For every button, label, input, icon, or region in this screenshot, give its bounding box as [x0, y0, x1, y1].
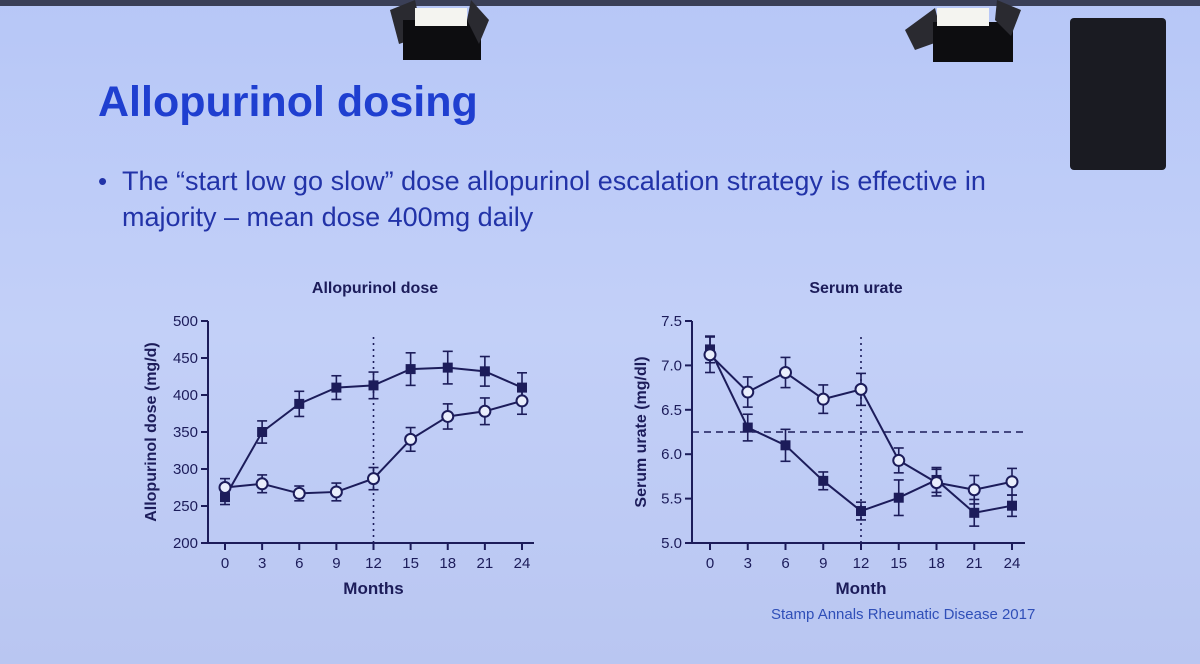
- chart-0-series-0-point: [479, 366, 490, 377]
- chart-1-series-1-point: [1005, 475, 1019, 489]
- chart-1-y-tick-label: 7.0: [661, 357, 682, 374]
- chart-1-series-0-point: [742, 422, 753, 433]
- stage-light-right-icon: [905, 0, 1021, 62]
- chart-0-series-1-point: [292, 486, 306, 500]
- stage-light-left-icon: [390, 0, 489, 60]
- chart-1-series-1-point: [892, 453, 906, 467]
- chart-1-x-tick-label: 9: [819, 555, 827, 572]
- chart-0-y-tick-label: 500: [173, 313, 198, 330]
- chart-1-series-0-point: [856, 506, 866, 517]
- chart-0-y-tick-label: 450: [173, 350, 198, 367]
- chart-0-series-1-point: [404, 432, 418, 446]
- chart-1-series-1-point: [930, 476, 943, 490]
- chart-1-x-tick-label: 24: [1004, 555, 1021, 572]
- chart-0-series-1-point: [329, 485, 343, 499]
- chart-1-series-1-point: [816, 392, 830, 406]
- chart-0-x-tick-label: 0: [221, 555, 229, 572]
- speaker-box: [1070, 18, 1166, 170]
- chart-0-x-tick-label: 12: [365, 555, 382, 572]
- chart-0-x-tick-label: 3: [258, 555, 266, 572]
- chart-1-y-tick-label: 7.5: [661, 313, 682, 330]
- top-edge: [0, 0, 1200, 6]
- chart-1-x-tick-label: 3: [744, 555, 752, 572]
- chart-0-series-1-point: [255, 477, 269, 491]
- chart-1-series-0-point: [818, 475, 829, 486]
- chart-0-series-1-point: [367, 472, 380, 486]
- bullet-point: • The “start low go slow” dose allopurin…: [98, 163, 1018, 235]
- chart-1-y-tick-label: 5.0: [661, 535, 682, 552]
- chart-0-series-0-point: [405, 364, 416, 375]
- chart-0-series-1-point: [441, 409, 455, 423]
- chart-0-x-axis-label: Months: [343, 579, 403, 598]
- chart-0-y-tick-label: 250: [173, 498, 198, 515]
- chart-1-x-tick-label: 0: [706, 555, 714, 572]
- chart-1-series-1-point: [703, 348, 717, 362]
- chart-0-y-axis-label: Allopurinol dose (mg/d): [143, 342, 160, 522]
- chart-0-y-tick-label: 300: [173, 461, 198, 478]
- chart-0-y-tick-label: 400: [173, 387, 198, 404]
- chart-1-y-tick-label: 5.5: [661, 491, 682, 508]
- chart-0-x-tick-label: 15: [402, 555, 419, 572]
- chart-1-title: Serum urate: [809, 280, 902, 297]
- bullet-text: The “start low go slow” dose allopurinol…: [122, 166, 986, 232]
- chart-1-y-axis-label: Serum urate (mg/dl): [633, 356, 650, 507]
- chart-0-y-tick-label: 200: [173, 535, 198, 552]
- bullet-icon: •: [98, 166, 108, 196]
- chart-0-x-tick-label: 9: [332, 555, 340, 572]
- citation: Stamp Annals Rheumatic Disease 2017: [771, 606, 1036, 623]
- chart-0-series-1-point: [515, 394, 529, 408]
- chart-1-series-0-point: [1007, 500, 1017, 511]
- chart-1-series-0-point: [969, 507, 980, 518]
- chart-0-x-tick-label: 21: [477, 555, 494, 572]
- chart-0-x-tick-label: 18: [439, 555, 456, 572]
- chart-1-x-tick-label: 12: [853, 555, 870, 572]
- chart-1-series-0-point: [780, 440, 791, 451]
- chart-1-y-tick-label: 6.0: [661, 446, 682, 463]
- chart-0-y-tick-label: 350: [173, 424, 198, 441]
- chart-0-series-0-point: [331, 382, 342, 393]
- chart-1-y-tick-label: 6.5: [661, 402, 682, 419]
- slide-title: Allopurinol dosing: [98, 78, 478, 126]
- chart-1-series-0-point: [893, 492, 904, 503]
- chart-0-title: Allopurinol dose: [312, 280, 438, 297]
- chart-1-series-1-point: [779, 366, 792, 380]
- chart-1-series-1-point: [967, 483, 981, 497]
- chart-0-series-1-point: [218, 481, 232, 494]
- chart-0-series-0-point: [368, 380, 379, 391]
- chart-1-series-1-point: [741, 385, 755, 399]
- chart-0-series-0-point: [294, 398, 305, 409]
- chart-1-x-tick-label: 6: [781, 555, 789, 572]
- chart-0-series-1-point: [478, 404, 492, 418]
- chart-1-x-tick-label: 15: [890, 555, 907, 572]
- chart-0-x-tick-label: 24: [514, 555, 531, 572]
- chart-1-x-tick-label: 18: [928, 555, 945, 572]
- chart-1-x-axis-label: Month: [836, 579, 887, 598]
- chart-0-x-tick-label: 6: [295, 555, 303, 572]
- chart-0-series-0-point: [257, 427, 268, 437]
- chart-0-series-0-point: [442, 362, 453, 373]
- chart-1-series-1-point: [854, 382, 868, 396]
- chart-1-x-tick-label: 21: [966, 555, 983, 572]
